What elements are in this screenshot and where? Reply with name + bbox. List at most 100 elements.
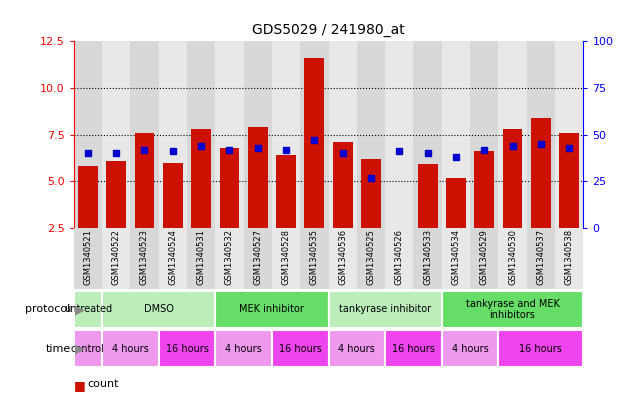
Bar	[130, 41, 159, 228]
Bar	[300, 41, 329, 228]
Bar	[244, 41, 272, 228]
Bar	[555, 228, 583, 289]
Bar	[470, 41, 499, 228]
Text: DMSO: DMSO	[144, 305, 174, 314]
Text: tankyrase and MEK
inhibitors: tankyrase and MEK inhibitors	[465, 299, 560, 320]
Text: GSM1340521: GSM1340521	[83, 229, 92, 285]
Text: 4 hours: 4 hours	[225, 344, 262, 354]
Bar	[559, 133, 579, 228]
Bar	[474, 151, 494, 228]
Bar	[527, 41, 555, 228]
Bar	[329, 291, 442, 328]
Text: time: time	[46, 344, 71, 354]
Text: GDS5029 / 241980_at: GDS5029 / 241980_at	[252, 23, 405, 37]
Text: GSM1340522: GSM1340522	[112, 229, 121, 285]
Text: ▶: ▶	[75, 303, 85, 316]
Bar	[215, 228, 244, 289]
Text: ■: ■	[74, 379, 85, 392]
Bar	[106, 161, 126, 228]
Bar	[385, 228, 413, 289]
Bar	[470, 228, 499, 289]
Bar	[215, 291, 329, 328]
Text: 16 hours: 16 hours	[519, 344, 562, 354]
Bar	[329, 41, 357, 228]
Text: protocol: protocol	[25, 305, 71, 314]
Bar	[163, 163, 183, 228]
Bar	[413, 41, 442, 228]
Bar	[304, 58, 324, 228]
Bar	[248, 127, 268, 228]
Bar	[159, 41, 187, 228]
Text: GSM1340537: GSM1340537	[537, 229, 545, 285]
Bar	[527, 228, 555, 289]
Bar	[74, 291, 102, 328]
Text: GSM1340535: GSM1340535	[310, 229, 319, 285]
Bar	[272, 228, 300, 289]
Bar	[389, 228, 409, 230]
Text: GSM1340532: GSM1340532	[225, 229, 234, 285]
Text: GSM1340527: GSM1340527	[253, 229, 262, 285]
Bar	[442, 291, 583, 328]
Bar	[215, 41, 244, 228]
Bar	[74, 41, 102, 228]
Bar	[74, 330, 102, 367]
Bar	[74, 228, 102, 289]
Text: GSM1340538: GSM1340538	[565, 229, 574, 285]
Bar	[78, 166, 98, 228]
Bar	[357, 41, 385, 228]
Text: GSM1340531: GSM1340531	[197, 229, 206, 285]
Text: GSM1340528: GSM1340528	[281, 229, 290, 285]
Bar	[276, 155, 296, 228]
Bar	[442, 330, 499, 367]
Bar	[191, 129, 211, 228]
Bar	[159, 330, 215, 367]
Bar	[499, 228, 527, 289]
Bar	[215, 330, 272, 367]
Bar	[531, 118, 551, 228]
Bar	[187, 228, 215, 289]
Text: 16 hours: 16 hours	[392, 344, 435, 354]
Bar	[135, 133, 154, 228]
Bar	[102, 291, 215, 328]
Text: GSM1340524: GSM1340524	[169, 229, 178, 285]
Bar	[385, 41, 413, 228]
Text: GSM1340536: GSM1340536	[338, 229, 347, 285]
Text: GSM1340530: GSM1340530	[508, 229, 517, 285]
Bar	[442, 41, 470, 228]
Bar	[361, 159, 381, 228]
Bar	[333, 142, 353, 228]
Bar	[503, 129, 522, 228]
Text: untreated: untreated	[64, 305, 112, 314]
Text: MEK inhibitor: MEK inhibitor	[240, 305, 304, 314]
Bar	[102, 41, 130, 228]
Bar	[102, 228, 130, 289]
Bar	[187, 41, 215, 228]
Text: GSM1340529: GSM1340529	[479, 229, 488, 285]
Text: 4 hours: 4 hours	[112, 344, 149, 354]
Text: count: count	[88, 379, 119, 389]
Bar	[159, 228, 187, 289]
Bar	[130, 228, 159, 289]
Text: 4 hours: 4 hours	[452, 344, 488, 354]
Text: control: control	[71, 344, 104, 354]
Text: 4 hours: 4 hours	[338, 344, 375, 354]
Bar	[385, 330, 442, 367]
Bar	[329, 330, 385, 367]
Text: GSM1340523: GSM1340523	[140, 229, 149, 285]
Bar	[272, 41, 300, 228]
Text: 16 hours: 16 hours	[165, 344, 208, 354]
Bar	[102, 330, 159, 367]
Text: tankyrase inhibitor: tankyrase inhibitor	[339, 305, 431, 314]
Bar	[446, 178, 466, 228]
Text: 16 hours: 16 hours	[279, 344, 322, 354]
Text: GSM1340534: GSM1340534	[451, 229, 460, 285]
Bar	[357, 228, 385, 289]
Bar	[499, 41, 527, 228]
Bar	[413, 228, 442, 289]
Text: GSM1340533: GSM1340533	[423, 229, 432, 285]
Text: GSM1340526: GSM1340526	[395, 229, 404, 285]
Bar	[329, 228, 357, 289]
Text: GSM1340525: GSM1340525	[367, 229, 376, 285]
Bar	[219, 148, 239, 228]
Bar	[244, 228, 272, 289]
